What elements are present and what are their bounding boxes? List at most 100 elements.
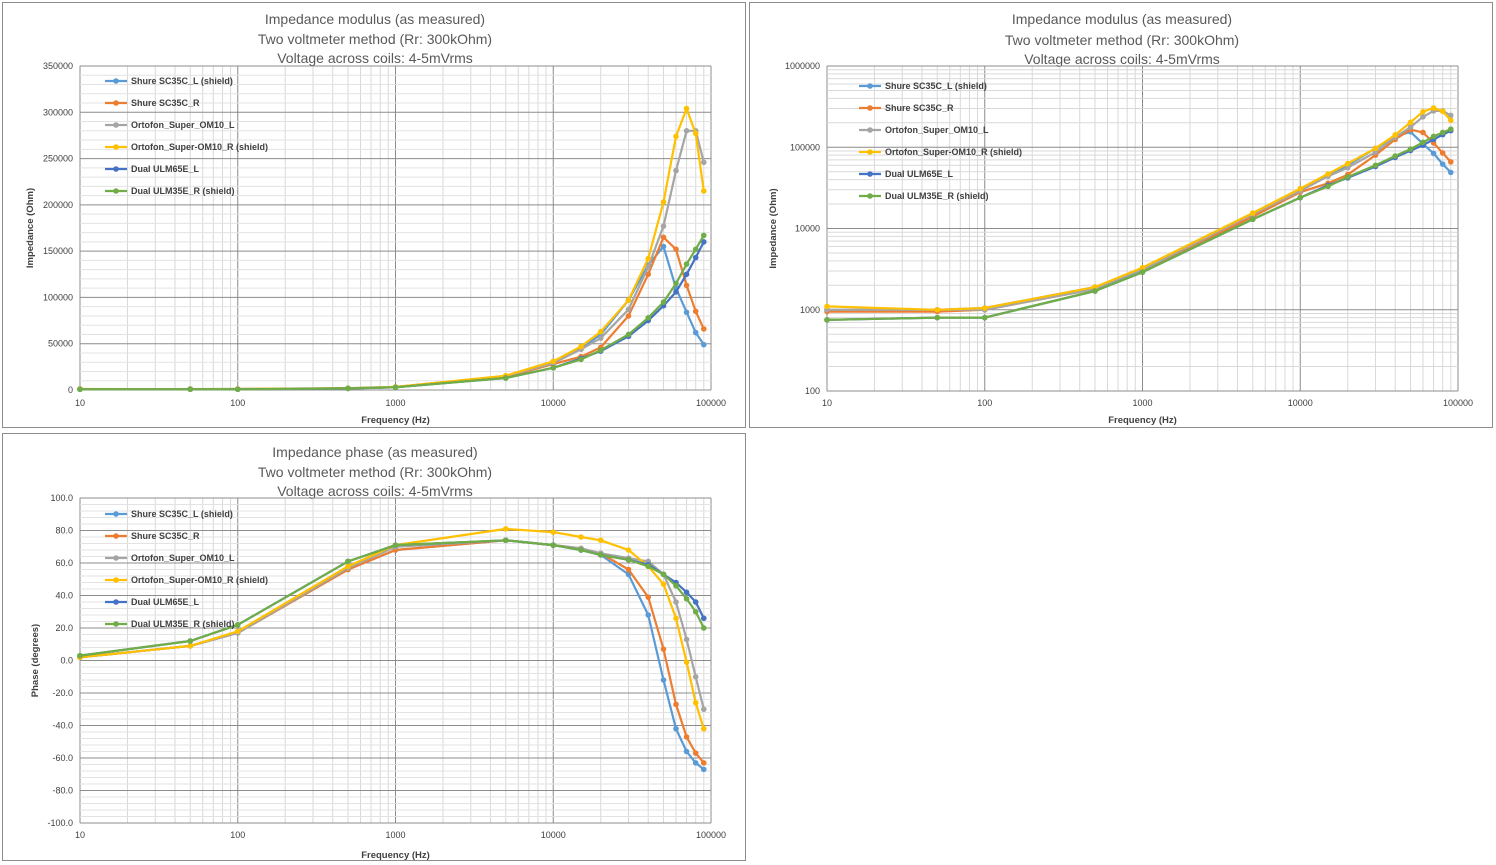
data-point [645,594,652,600]
data-point [1325,171,1331,177]
data-point [625,313,632,319]
y-tick-label: 50000 [48,339,73,349]
legend-entry: Ortofon_Super-OM10_R (shield) [131,142,268,152]
legend-swatch-marker [867,127,873,133]
data-point [673,289,679,295]
legend-swatch-marker [113,188,119,194]
x-tick-label: 1000 [1132,398,1152,408]
data-point [1447,169,1454,176]
data-point [578,534,584,540]
x-tick-label: 100 [230,830,245,840]
data-point [1372,162,1379,169]
data-point [597,537,604,544]
x-tick-label: 100000 [696,830,726,840]
data-point [683,128,690,134]
data-point [1092,288,1098,294]
data-point [625,297,632,304]
data-point [700,706,707,713]
legend-swatch-marker [113,78,119,84]
data-point [692,599,699,605]
data-point [660,581,667,587]
data-point [692,608,699,615]
series-line [79,539,705,764]
x-axis-label: Frequency (Hz) [361,415,430,426]
data-point [1139,269,1146,275]
data-point [934,314,941,321]
legend-entry: Shure SC35C_R [885,103,954,113]
data-point [578,343,584,350]
data-point [1430,105,1437,111]
y-tick-label: 80.0 [55,526,73,536]
chart-title-line: Impedance modulus (as measured) [1012,11,1232,27]
chart-title-line: Voltage across coils: 4-5mVrms [1024,51,1220,67]
legend-entry: Dual ULM35E_R (shield) [131,619,235,629]
data-point [673,246,679,253]
data-point [234,386,241,393]
data-point [625,547,632,553]
chart-title-line: Impedance phase (as measured) [272,444,477,460]
series-line [79,527,705,730]
y-tick-label: 100.0 [50,493,73,503]
data-point [934,306,941,313]
x-tick-label: 100000 [696,398,726,408]
data-point [345,385,351,392]
data-point [187,643,194,649]
data-point [1092,284,1098,290]
data-point [673,133,679,140]
x-tick-label: 10 [75,398,85,408]
data-point [77,386,83,393]
data-point [683,261,690,267]
data-point [700,625,707,631]
y-tick-label: 0 [68,385,73,395]
data-point [502,537,509,544]
legend-swatch-marker [867,171,873,177]
data-point [683,271,690,278]
data-point [625,331,632,338]
data-point [981,314,988,321]
data-point [392,542,399,548]
data-point [645,255,652,262]
data-point [645,314,652,321]
legend-entry: Ortofon_Super_OM10_L [131,120,235,130]
data-point [660,234,667,241]
data-point [625,556,632,563]
legend-swatch-marker [867,193,873,199]
x-tick-label: 10 [822,398,832,408]
legend-swatch-marker [113,577,119,583]
data-point [660,243,667,250]
data-point [660,571,667,578]
legend-entry: Shure SC35C_L (shield) [885,81,987,91]
x-tick-label: 1000 [385,830,405,840]
data-point [1439,129,1446,136]
data-point [597,347,604,353]
data-point [673,167,679,174]
series-line [827,109,1452,311]
chart-title-line: Two voltmeter method (Rr: 300kOhm) [258,464,492,480]
legend-swatch-marker [113,100,119,106]
data-point [345,563,351,570]
x-tick-label: 10000 [541,398,566,408]
x-tick-label: 1000 [385,398,405,408]
y-tick-label: 100 [805,386,820,396]
data-point [597,552,604,558]
data-point [1447,117,1454,124]
data-point [700,188,707,194]
data-point [692,246,699,253]
data-point [550,358,557,365]
data-point [700,239,707,245]
data-point [392,384,399,391]
data-point [824,317,830,323]
y-tick-label: 250000 [43,154,73,164]
y-tick-label: 1000000 [785,61,820,71]
data-point [692,673,699,680]
legend-swatch-marker [113,144,119,150]
data-point [1420,114,1426,120]
data-point [1420,139,1426,146]
data-point [683,636,690,643]
data-point [673,280,679,287]
legend-entry: Dual ULM65E_L [131,164,200,174]
legend-entry: Dual ULM65E_L [131,597,200,607]
data-point [645,264,652,270]
data-point [683,734,690,740]
data-point [597,335,604,341]
